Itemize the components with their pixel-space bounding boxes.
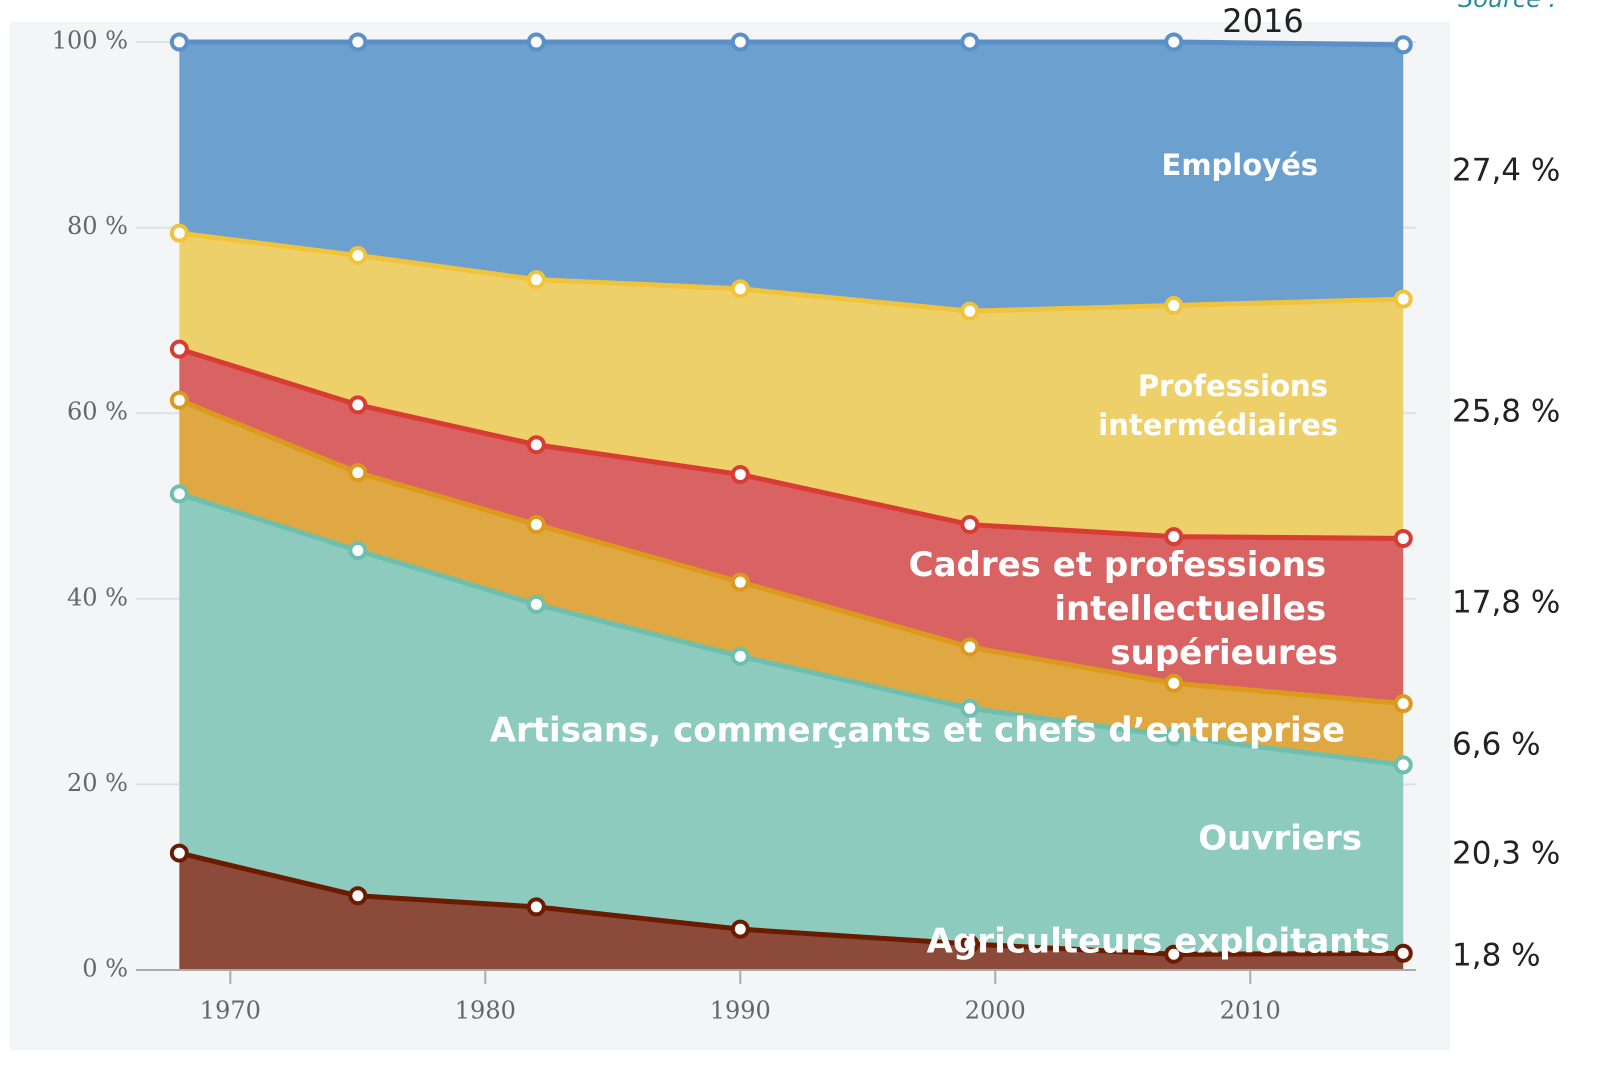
point: [348, 541, 368, 561]
point: [1393, 755, 1413, 775]
y-tick-label: 80 %: [67, 212, 128, 240]
point: [1393, 528, 1413, 548]
point: [169, 843, 189, 863]
point: [730, 32, 750, 52]
y-tick-label: 40 %: [67, 583, 128, 611]
point: [960, 32, 980, 52]
x-tick-label: 2000: [965, 997, 1026, 1025]
end-label: 20,3 %: [1452, 836, 1560, 872]
x-tick-label: 1970: [200, 997, 261, 1025]
point: [730, 919, 750, 939]
point: [960, 301, 980, 321]
end-label: 1,8 %: [1452, 938, 1541, 974]
series-label: Ouvriers: [1198, 819, 1362, 859]
point: [1164, 527, 1184, 547]
point: [348, 463, 368, 483]
end-label: 27,4 %: [1452, 153, 1560, 189]
y-tick-label: 20 %: [67, 769, 128, 797]
area: [179, 400, 1404, 765]
point: [526, 270, 546, 290]
point: [1393, 943, 1413, 963]
end-label: 17,8 %: [1452, 585, 1560, 621]
point: [526, 32, 546, 52]
end-label: 25,8 %: [1452, 394, 1560, 430]
area: [179, 853, 1404, 970]
series-label: Cadres et professions intellectuelles su…: [909, 545, 1338, 673]
point: [526, 897, 546, 917]
point: [1164, 944, 1184, 964]
point: [1164, 673, 1184, 693]
annotation: 2016: [1222, 2, 1303, 40]
x-tick-label: 1990: [710, 997, 771, 1025]
point: [348, 395, 368, 415]
series-label: Professions intermédiaires: [1098, 369, 1338, 442]
point: [960, 934, 980, 954]
point: [1393, 694, 1413, 714]
y-tick-label: 0 %: [82, 955, 128, 983]
point: [169, 32, 189, 52]
point: [730, 464, 750, 484]
point: [730, 572, 750, 592]
point: [1164, 32, 1184, 52]
area: [179, 349, 1404, 704]
point: [348, 32, 368, 52]
point: [730, 646, 750, 666]
point: [1164, 726, 1184, 746]
x-tick-label: 2010: [1220, 997, 1281, 1025]
point: [1164, 296, 1184, 316]
series-label: Artisans, commerçants et chefs d’entrepr…: [490, 711, 1345, 751]
y-tick-label: 60 %: [67, 398, 128, 426]
point: [960, 698, 980, 718]
series-label: Employés: [1162, 148, 1318, 182]
point: [348, 245, 368, 265]
area: [179, 493, 1404, 955]
point: [960, 637, 980, 657]
point: [526, 594, 546, 614]
point: [526, 515, 546, 535]
point: [169, 223, 189, 243]
series-label: Agriculteurs exploitants: [927, 922, 1390, 962]
area: [179, 42, 1404, 312]
x-tick-label: 1980: [455, 997, 516, 1025]
point: [348, 886, 368, 906]
end-label: 6,6 %: [1452, 727, 1541, 763]
point: [1393, 289, 1413, 309]
source: Source :: [1458, 0, 1557, 13]
point: [526, 435, 546, 455]
point: [169, 390, 189, 410]
point: [960, 515, 980, 535]
point: [169, 484, 189, 504]
point: [730, 279, 750, 299]
y-tick-label: 100 %: [52, 27, 128, 55]
point: [1393, 35, 1413, 55]
point: [169, 339, 189, 359]
